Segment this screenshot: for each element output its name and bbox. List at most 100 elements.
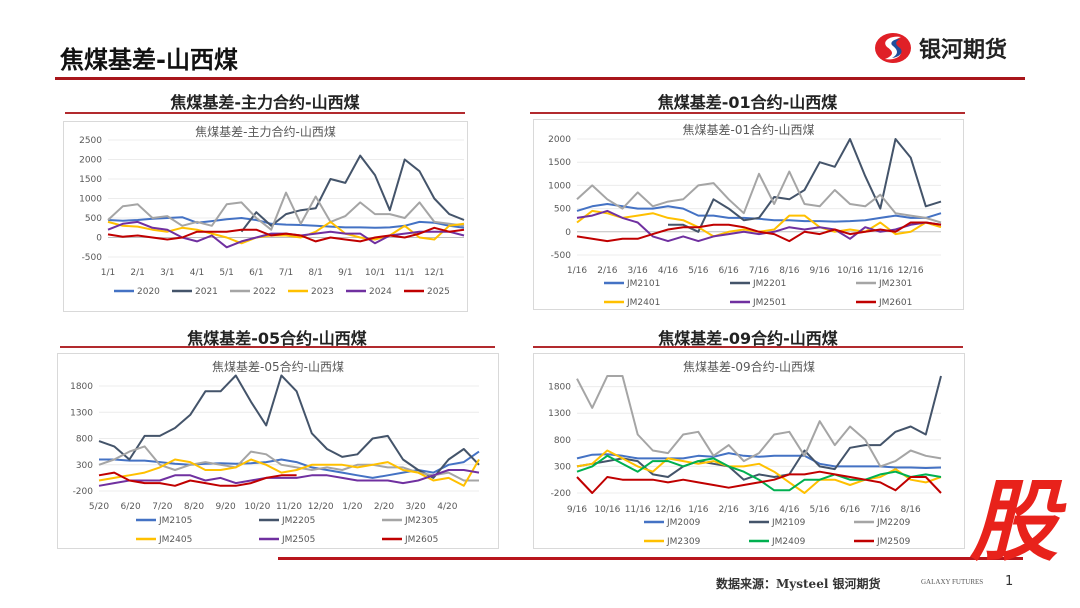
x-tick-label: 10/1: [365, 268, 385, 278]
legend-label: 2020: [137, 287, 160, 297]
y-tick-label: -500: [551, 251, 572, 261]
chart-01-contract: 焦煤基差-01合约-山西煤 -500 0 500 1000 1500 2000 1/16 2/1…: [533, 119, 964, 310]
x-tick-label: 8/16: [901, 505, 921, 515]
chart-main-contract: 焦煤基差-主力合约-山西煤 -500 0 500 1000 1500 2000 2500 1/1…: [63, 121, 468, 312]
chart-01-svg: 焦煤基差-01合约-山西煤 -500 0 500 1000 1500 2000 1/16 2/1…: [548, 122, 942, 308]
stock-stamp-logo: 股: [970, 470, 1059, 573]
series-line-JM2205: [98, 374, 480, 479]
y-tick-label: -200: [551, 489, 572, 499]
y-tick-label: 2000: [548, 135, 571, 145]
x-tick-label: 6/1: [249, 268, 263, 278]
series-line-2023: [107, 220, 465, 245]
y-tick-label: 800: [554, 436, 571, 446]
x-tick-label: 4/16: [658, 266, 678, 276]
chart-09-contract: 焦煤基差-09合约-山西煤 -200 300 800 1300 1800 9/16 10/16…: [533, 353, 965, 549]
x-tick-label: 10/16: [837, 266, 863, 276]
x-tick-label: 1/16: [567, 266, 587, 276]
legend-label: 2023: [311, 287, 334, 297]
panel-divider: [60, 346, 495, 348]
x-tick-label: 6/16: [719, 266, 739, 276]
x-tick-label: 12/1: [424, 268, 444, 278]
y-tick-label: 1000: [79, 195, 102, 205]
y-tick-label: 800: [76, 435, 93, 445]
x-tick-label: 9/16: [567, 505, 587, 515]
x-tick-label: 7/1: [279, 268, 293, 278]
legend-label: JM2509: [876, 537, 911, 547]
y-tick-label: 0: [96, 234, 102, 244]
y-tick-label: 300: [554, 462, 571, 472]
legend-label: 2022: [253, 287, 276, 297]
legend-label: JM2305: [404, 516, 438, 526]
chart-09-svg: 焦煤基差-09合约-山西煤 -200 300 800 1300 1800 9/16 10/16…: [548, 359, 942, 547]
series-line-JM2405: [98, 458, 480, 487]
series-line-2020: [107, 216, 465, 229]
legend-label: JM2101: [626, 279, 660, 289]
x-tick-label: 4/1: [190, 268, 204, 278]
x-tick-label: 2/16: [719, 505, 739, 515]
panel-divider: [533, 346, 963, 348]
y-tick-label: 500: [85, 214, 102, 224]
y-tick-label: 500: [554, 205, 571, 215]
x-tick-label: 9/1: [338, 268, 352, 278]
legend-label: JM2405: [158, 535, 192, 545]
series-line-JM2501: [576, 209, 942, 243]
x-tick-label: 8/20: [184, 502, 204, 512]
x-tick-label: 12/16: [898, 266, 924, 276]
series-line-JM2409: [576, 454, 942, 492]
page-number: 1: [1005, 574, 1014, 589]
legend-label: JM2205: [281, 516, 315, 526]
legend-label: JM2201: [752, 279, 786, 289]
legend-label: 2025: [427, 287, 450, 297]
chart-title: 焦煤基差-01合约-山西煤: [683, 122, 815, 137]
series-line-JM2605: [98, 471, 297, 487]
series-line-2025: [107, 226, 465, 243]
x-tick-label: 10/20: [244, 502, 270, 512]
page-title: 焦煤基差-山西煤: [60, 46, 238, 74]
x-tick-label: 5/1: [219, 268, 233, 278]
y-tick-label: 2500: [79, 136, 102, 146]
x-tick-label: 12/20: [308, 502, 334, 512]
panel-heading-main: 焦煤基差-主力合约-山西煤: [170, 93, 360, 112]
x-tick-label: 11/1: [395, 268, 415, 278]
x-tick-label: 2/1: [130, 268, 144, 278]
series-line-JM2309: [576, 449, 942, 494]
x-tick-label: 4/20: [437, 502, 457, 512]
x-tick-label: 6/16: [840, 505, 860, 515]
x-tick-label: 3/16: [628, 266, 648, 276]
y-tick-label: 1800: [548, 383, 571, 393]
series-line-JM2201: [668, 138, 942, 233]
legend-label: JM2009: [666, 518, 701, 528]
series-line-JM2109: [576, 375, 942, 481]
y-tick-label: 1500: [79, 175, 102, 185]
x-tick-label: 4/16: [779, 505, 799, 515]
x-tick-label: 7/16: [870, 505, 890, 515]
series-line-JM2209: [576, 375, 942, 468]
y-tick-label: 1300: [70, 408, 93, 418]
galaxy-futures-label: GALAXY FUTURES: [921, 578, 984, 586]
x-tick-label: 1/16: [688, 505, 708, 515]
y-tick-label: -200: [73, 487, 94, 497]
series-line-JM2505: [98, 469, 480, 487]
x-tick-label: 2/16: [597, 266, 617, 276]
x-tick-label: 6/20: [121, 502, 141, 512]
legend-label: JM2301: [878, 279, 912, 289]
legend-label: JM2505: [281, 535, 315, 545]
x-tick-label: 11/16: [625, 505, 651, 515]
y-tick-label: 300: [76, 461, 93, 471]
series-line-JM2101: [576, 203, 942, 223]
legend-label: JM2309: [666, 537, 701, 547]
galaxy-logo-icon: [875, 33, 911, 63]
chart-title: 焦煤基差-09合约-山西煤: [683, 359, 815, 374]
x-tick-label: 7/20: [152, 502, 172, 512]
panel-divider: [65, 112, 465, 114]
y-tick-label: 2000: [79, 156, 102, 166]
chart-title: 焦煤基差-主力合约-山西煤: [195, 124, 336, 139]
legend-label: JM2501: [752, 298, 786, 308]
legend-label: 2021: [195, 287, 218, 297]
company-logo: 银河期货: [873, 28, 1007, 68]
panel-divider: [530, 112, 965, 114]
x-tick-label: 1/20: [342, 502, 362, 512]
x-tick-label: 1/1: [101, 268, 115, 278]
panel-heading-01: 焦煤基差-01合约-山西煤: [657, 93, 838, 112]
legend-label: JM2605: [404, 535, 438, 545]
